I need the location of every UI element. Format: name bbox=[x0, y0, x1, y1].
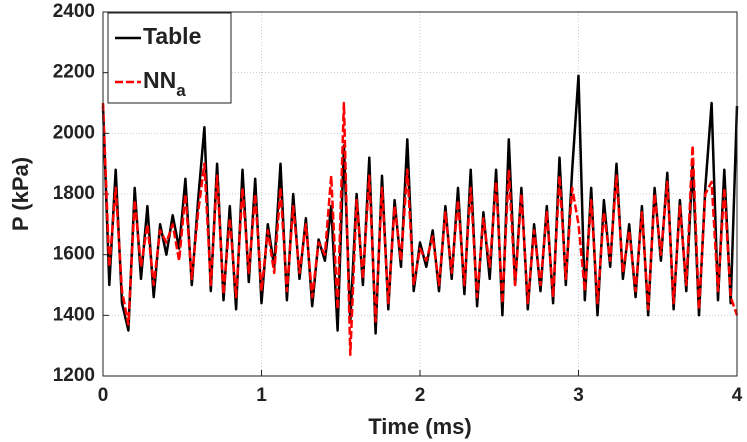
y-tick-label: 1200 bbox=[53, 365, 95, 386]
y-axis-label: P (kPa) bbox=[8, 157, 33, 231]
x-tick-label: 1 bbox=[256, 385, 267, 406]
legend: Table NNa bbox=[107, 12, 232, 104]
x-tick-label: 3 bbox=[573, 385, 584, 406]
legend-label: NNa bbox=[143, 67, 186, 100]
y-tick-label: 2000 bbox=[53, 122, 95, 143]
y-tick-label: 1600 bbox=[53, 244, 95, 265]
x-tick-label: 2 bbox=[415, 385, 426, 406]
data-line bbox=[101, 101, 739, 357]
x-tick-label: 4 bbox=[732, 385, 743, 406]
plot-frame bbox=[102, 11, 738, 377]
x-tick-label: 0 bbox=[98, 385, 109, 406]
y-tick-label: 2200 bbox=[53, 62, 95, 83]
y-tick-label: 1800 bbox=[53, 183, 95, 204]
y-tick-label: 1400 bbox=[53, 304, 95, 325]
x-axis-label: Time (ms) bbox=[368, 414, 472, 439]
legend-label: Table bbox=[143, 23, 201, 49]
legend-box bbox=[107, 12, 232, 104]
y-tick-label: 2400 bbox=[53, 1, 95, 22]
